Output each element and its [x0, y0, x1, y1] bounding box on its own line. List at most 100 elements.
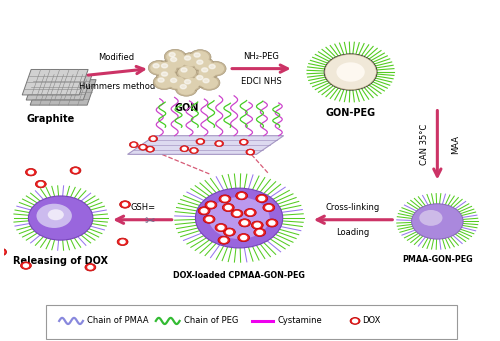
- Circle shape: [198, 140, 202, 143]
- Circle shape: [236, 192, 248, 200]
- Text: Loading: Loading: [336, 228, 370, 237]
- Circle shape: [184, 56, 190, 60]
- Text: GON: GON: [175, 103, 199, 113]
- Circle shape: [215, 223, 227, 232]
- Text: GON-PEG: GON-PEG: [326, 108, 376, 118]
- Circle shape: [168, 56, 186, 68]
- Circle shape: [73, 169, 78, 172]
- Circle shape: [176, 81, 197, 96]
- Circle shape: [218, 225, 224, 229]
- Circle shape: [0, 191, 2, 198]
- Circle shape: [122, 203, 128, 206]
- Circle shape: [164, 49, 186, 64]
- Circle shape: [202, 68, 207, 72]
- Circle shape: [222, 204, 234, 212]
- Circle shape: [240, 236, 246, 240]
- Circle shape: [254, 223, 260, 227]
- Circle shape: [180, 146, 189, 152]
- Circle shape: [138, 144, 147, 150]
- Text: Graphite: Graphite: [26, 115, 75, 124]
- Circle shape: [166, 50, 184, 63]
- Text: Chain of PEG: Chain of PEG: [184, 316, 238, 325]
- Polygon shape: [26, 75, 92, 100]
- Circle shape: [214, 140, 224, 147]
- Circle shape: [238, 219, 250, 227]
- Circle shape: [244, 208, 256, 217]
- Circle shape: [0, 248, 6, 256]
- Text: Chain of PMAA: Chain of PMAA: [87, 316, 148, 325]
- Circle shape: [238, 194, 244, 198]
- Text: DOX: DOX: [362, 316, 381, 325]
- Text: MAA: MAA: [451, 134, 460, 153]
- Circle shape: [204, 61, 226, 76]
- Circle shape: [242, 221, 248, 225]
- Circle shape: [153, 75, 175, 90]
- Circle shape: [217, 142, 221, 145]
- Circle shape: [234, 211, 240, 216]
- Circle shape: [242, 141, 246, 144]
- Circle shape: [120, 240, 125, 243]
- Text: ✂: ✂: [144, 215, 155, 228]
- Circle shape: [158, 62, 176, 74]
- Circle shape: [146, 146, 154, 152]
- Circle shape: [178, 66, 196, 78]
- Circle shape: [203, 215, 215, 223]
- Circle shape: [148, 60, 170, 75]
- Circle shape: [218, 236, 230, 244]
- Polygon shape: [22, 70, 88, 95]
- Circle shape: [198, 75, 220, 90]
- Circle shape: [162, 72, 168, 76]
- Circle shape: [196, 138, 205, 145]
- Circle shape: [88, 266, 93, 269]
- Circle shape: [196, 188, 282, 248]
- Circle shape: [158, 70, 176, 82]
- Circle shape: [166, 54, 188, 69]
- Circle shape: [263, 204, 274, 212]
- Circle shape: [150, 62, 168, 74]
- Circle shape: [231, 209, 243, 218]
- Circle shape: [189, 50, 211, 64]
- Circle shape: [197, 76, 203, 80]
- Circle shape: [240, 139, 248, 145]
- Circle shape: [182, 147, 186, 150]
- Circle shape: [266, 219, 278, 227]
- Circle shape: [194, 58, 212, 70]
- Circle shape: [178, 83, 196, 95]
- Circle shape: [132, 143, 136, 146]
- Circle shape: [148, 148, 152, 151]
- Circle shape: [20, 262, 32, 269]
- Circle shape: [120, 201, 130, 208]
- Circle shape: [226, 230, 232, 234]
- Circle shape: [184, 80, 190, 84]
- Polygon shape: [30, 80, 96, 105]
- Circle shape: [222, 197, 228, 201]
- Circle shape: [85, 264, 96, 271]
- Text: DOX-loaded CPMAA-GON-PEG: DOX-loaded CPMAA-GON-PEG: [173, 271, 305, 280]
- Circle shape: [28, 170, 34, 174]
- Circle shape: [192, 149, 196, 152]
- Text: Cross-linking: Cross-linking: [326, 203, 380, 212]
- Circle shape: [170, 78, 176, 83]
- Circle shape: [206, 62, 224, 75]
- Circle shape: [181, 68, 187, 72]
- Text: Releasing of DOX: Releasing of DOX: [13, 256, 108, 266]
- Circle shape: [130, 142, 138, 148]
- Circle shape: [254, 228, 266, 236]
- Circle shape: [226, 206, 232, 210]
- Circle shape: [28, 196, 93, 240]
- Text: NH₂-PEG: NH₂-PEG: [244, 52, 280, 61]
- Circle shape: [208, 197, 270, 239]
- Circle shape: [0, 250, 4, 254]
- Circle shape: [259, 196, 265, 201]
- Circle shape: [221, 238, 227, 242]
- Circle shape: [412, 204, 463, 239]
- Circle shape: [325, 54, 376, 90]
- Circle shape: [198, 207, 210, 215]
- Circle shape: [219, 195, 231, 203]
- Text: PMAA-GON-PEG: PMAA-GON-PEG: [402, 255, 472, 264]
- Circle shape: [151, 137, 155, 140]
- Circle shape: [36, 180, 46, 188]
- Circle shape: [182, 78, 200, 90]
- Circle shape: [238, 234, 250, 242]
- Circle shape: [148, 136, 158, 142]
